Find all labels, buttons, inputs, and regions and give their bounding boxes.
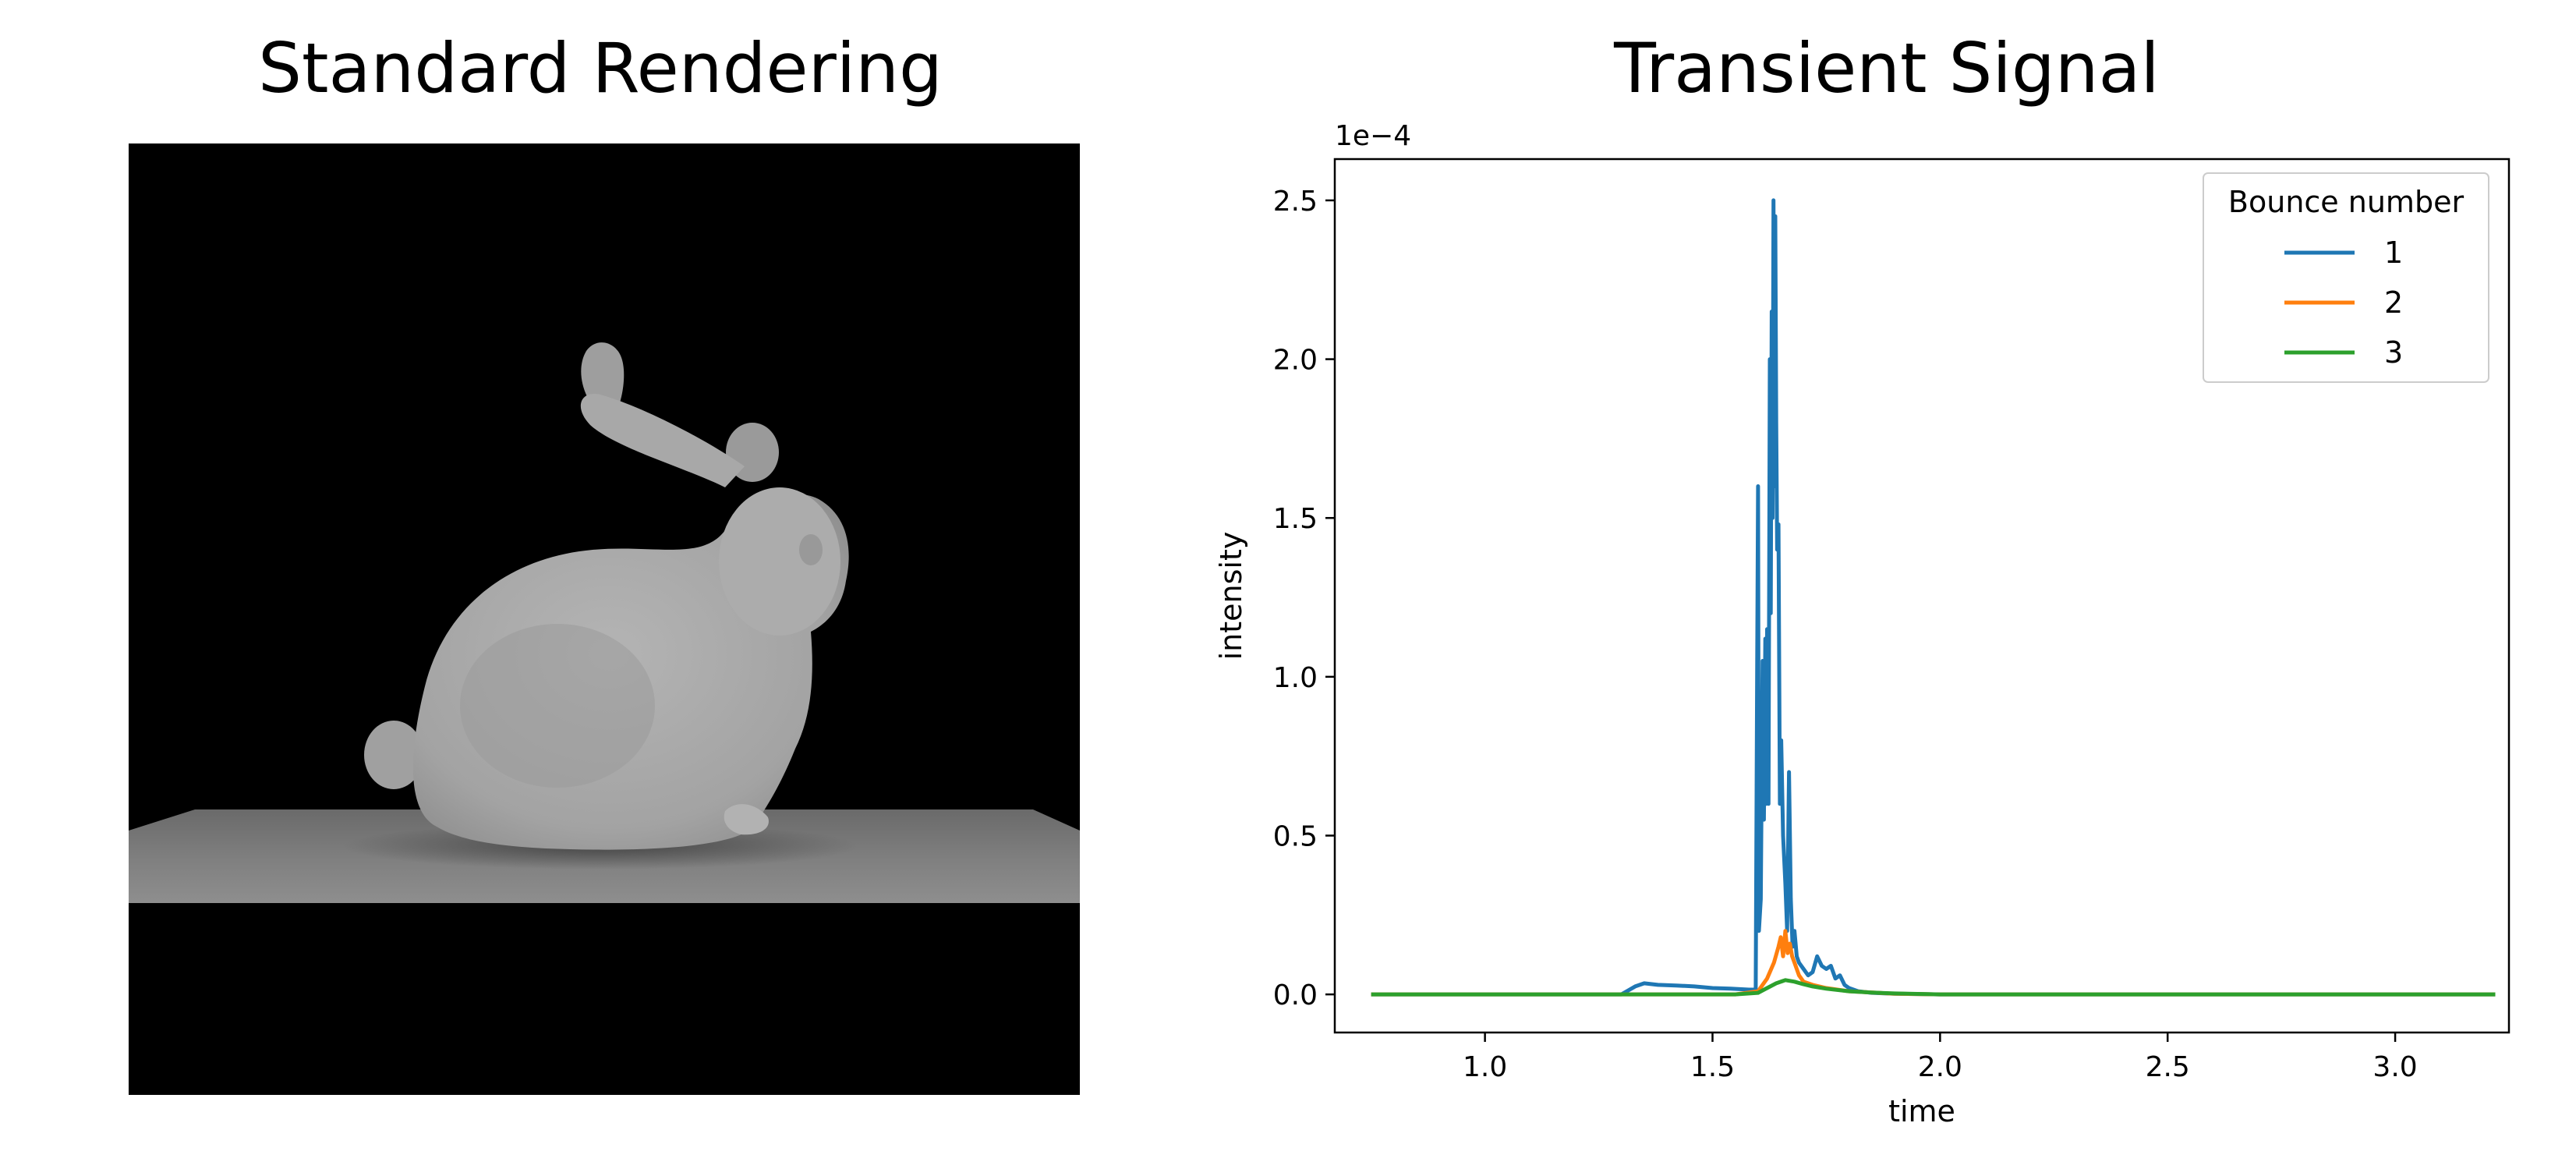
y-axis-label: intensity [1214,532,1248,661]
x-tick-label: 2.5 [2146,1051,2190,1083]
series-line-2 [1371,931,2496,994]
left-panel-title: Standard Rendering [258,28,943,108]
series-line-3 [1371,980,2496,994]
chart-title: Transient Signal [1613,28,2160,108]
legend-label-2: 2 [2384,285,2403,320]
legend-title: Bounce number [2228,185,2465,219]
x-tick-label: 3.0 [2373,1051,2417,1083]
x-tick-label: 2.0 [1918,1051,1962,1083]
bunny-render-image [129,143,1080,1095]
x-axis: 1.0 1.5 2.0 2.5 3.0 [1463,1033,2418,1083]
x-axis-label: time [1888,1094,1955,1128]
legend-label-1: 1 [2384,236,2403,270]
y-tick-label: 1.5 [1273,503,1318,535]
y-axis: 0.0 0.5 1.0 1.5 2.0 2.5 [1273,186,1335,1011]
x-tick-label: 1.5 [1690,1051,1735,1083]
y-tick-label: 0.5 [1273,820,1318,852]
legend-label-3: 3 [2384,335,2403,370]
x-tick-label: 1.0 [1463,1051,1507,1083]
y-tick-label: 1.0 [1273,662,1318,694]
y-tick-label: 2.0 [1273,345,1318,377]
y-tick-label: 0.0 [1273,979,1318,1011]
legend: Bounce number 1 2 3 [2203,173,2489,382]
transient-signal-chart: 1.0 1.5 2.0 2.5 3.0 0.00.51.01.52.02.5 1e−4 … [1214,120,2509,1128]
y-tick-label: 2.5 [1273,186,1318,218]
y-offset-text: 1e−4 [1335,120,1411,152]
